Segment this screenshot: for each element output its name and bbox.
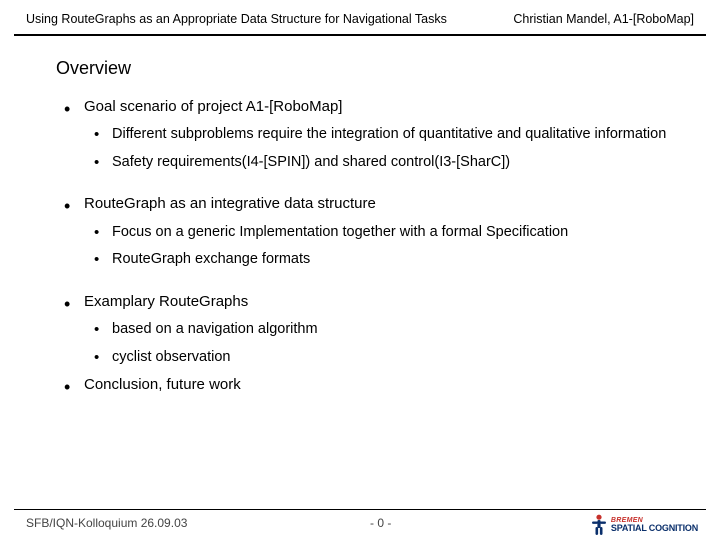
sub-bullet-item: Safety requirements(I4-[SPIN]) and share… [84, 153, 680, 173]
bullet-item: Examplary RouteGraphs based on a navigati… [56, 292, 680, 367]
bullet-item: Conclusion, future work [56, 375, 680, 395]
content-heading: Overview [56, 58, 680, 79]
sub-bullet-item: RouteGraph exchange formats [84, 250, 680, 270]
logo-text: BREMEN SPATIAL COGNITION [611, 517, 698, 533]
bullet-item: Goal scenario of project A1-[RoboMap] Dif… [56, 97, 680, 172]
bullet-text: Examplary RouteGraphs [84, 293, 248, 310]
sub-bullet-item: cyclist observation [84, 348, 680, 368]
sub-bullet-item: based on a navigation algorithm [84, 320, 680, 340]
header-title-left: Using RouteGraphs as an Appropriate Data… [26, 12, 447, 26]
logo-person-icon [590, 514, 608, 536]
bullet-list: Goal scenario of project A1-[RoboMap] Dif… [56, 97, 680, 395]
slide-header: Using RouteGraphs as an Appropriate Data… [0, 0, 720, 34]
slide: Using RouteGraphs as an Appropriate Data… [0, 0, 720, 540]
footer-row: SFB/IQN-Kolloquium 26.09.03 - 0 - BREMEN [0, 510, 720, 540]
slide-footer: SFB/IQN-Kolloquium 26.09.03 - 0 - BREMEN [0, 509, 720, 540]
footer-logo: BREMEN SPATIAL COGNITION [590, 514, 698, 536]
footer-left: SFB/IQN-Kolloquium 26.09.03 [26, 516, 187, 530]
sub-bullet-item: Focus on a generic Implementation togeth… [84, 223, 680, 243]
sub-bullet-list: Focus on a generic Implementation togeth… [84, 223, 680, 270]
bullet-text: Goal scenario of project A1-[RoboMap] [84, 98, 342, 115]
bullet-text: Conclusion, future work [84, 376, 241, 393]
header-title-right: Christian Mandel, A1-[RoboMap] [513, 12, 694, 26]
logo-text-bottom: SPATIAL COGNITION [611, 524, 698, 533]
bullet-text: RouteGraph as an integrative data struct… [84, 195, 376, 212]
sub-bullet-item: Different subproblems require the integr… [84, 125, 680, 145]
sub-bullet-list: based on a navigation algorithm cyclist o… [84, 320, 680, 367]
sub-bullet-list: Different subproblems require the integr… [84, 125, 680, 172]
slide-content: Overview Goal scenario of project A1-[Ro… [0, 36, 720, 395]
bullet-item: RouteGraph as an integrative data struct… [56, 194, 680, 269]
